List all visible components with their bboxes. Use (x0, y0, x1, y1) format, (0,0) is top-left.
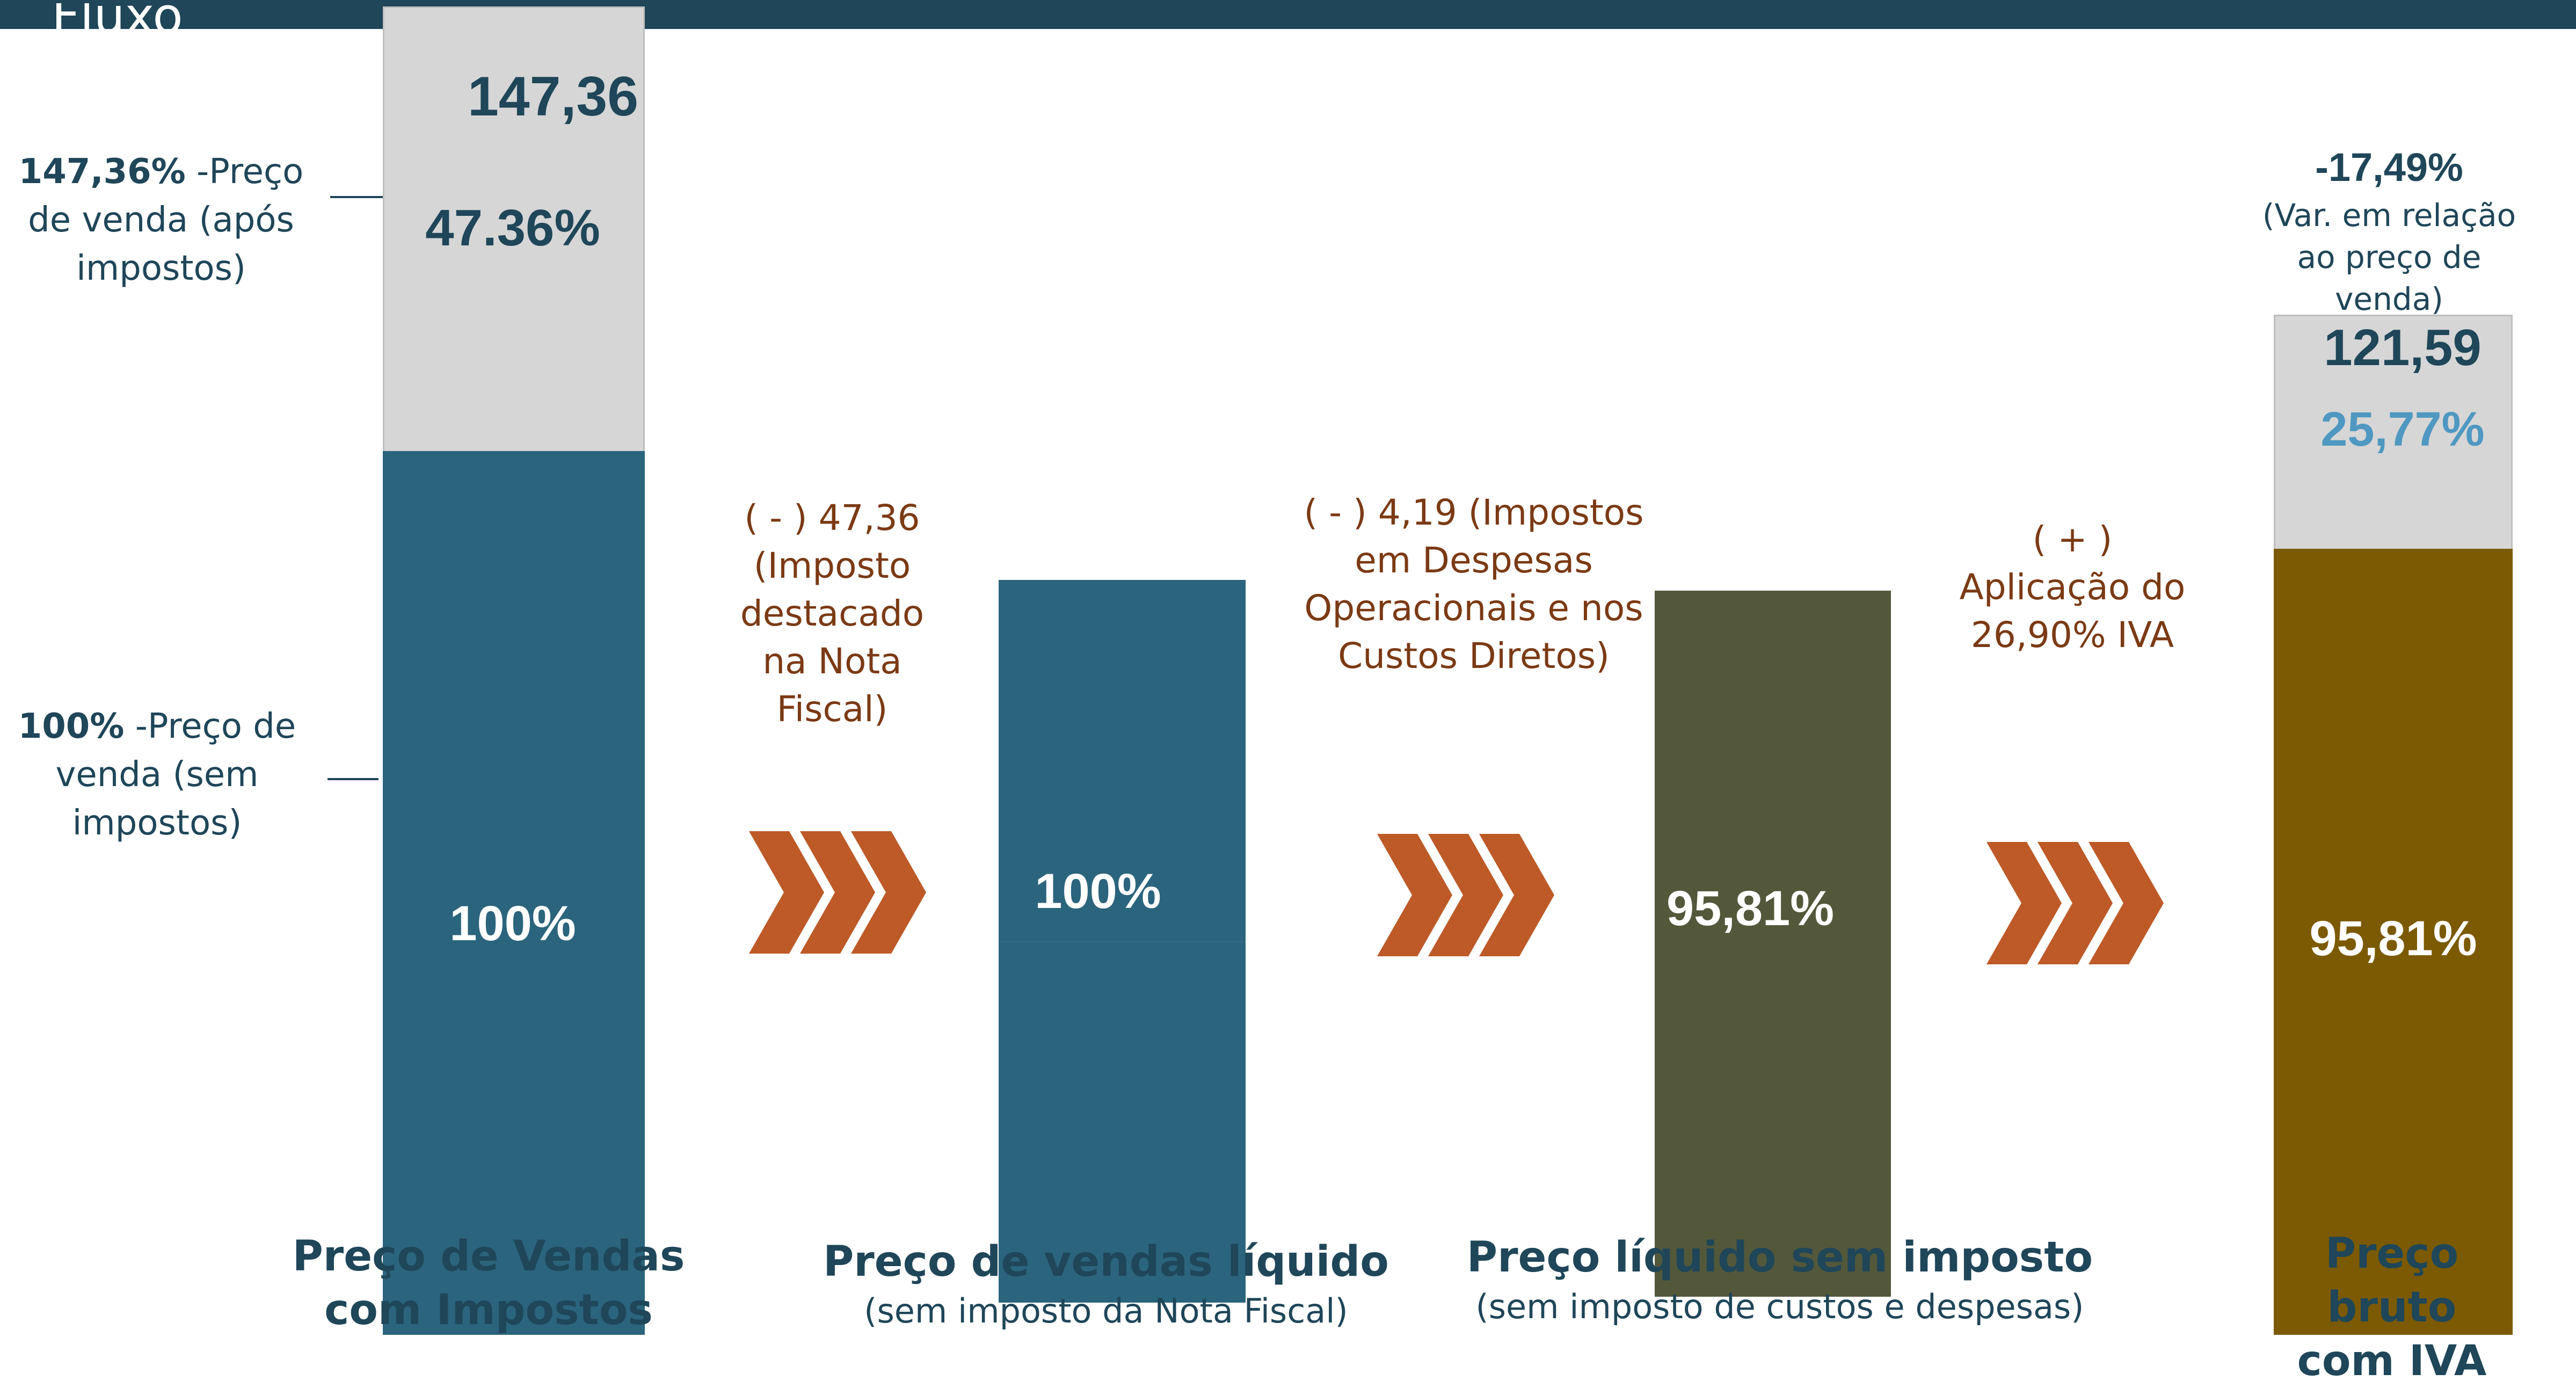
bar-3-base (1655, 591, 1891, 1297)
chevron-1-segment-3 (851, 831, 926, 954)
page-title: Fluxo (52, 3, 183, 29)
side-label-no-taxes-value: 100% (18, 707, 125, 746)
bar-4-top (2274, 315, 2513, 549)
chevron-arrow-icon-1 (749, 831, 926, 954)
side-label-no-taxes: 100% -Preço de venda (sem impostos) (11, 702, 303, 847)
bar-2-divider (999, 941, 1246, 942)
bar-4-base (2274, 549, 2513, 1335)
category-label-3: Preço líquido sem imposto (sem imposto d… (1417, 1231, 2142, 1329)
step-annotation-3: ( + ) Aplicação do 26,90% IVA (1922, 515, 2223, 659)
chevron-2-segment-1 (1377, 834, 1452, 956)
bar-1-base-label: 100% (449, 896, 576, 951)
bar-1-base (383, 451, 645, 1335)
side-label-after-taxes-value: 147,36% (18, 152, 186, 192)
side-label-after-taxes: 147,36% -Preço de venda (após impostos) (11, 148, 311, 293)
step-annotation-2-text: ( - ) 4,19 (Impostos em Despesas Operaci… (1304, 492, 1644, 677)
chevron-arrow-icon-2 (1377, 834, 1554, 956)
chevron-2-segment-2 (1428, 834, 1503, 956)
chevron-2-segment-3 (1479, 834, 1554, 956)
category-label-2: Preço de vendas líquido (sem imposto da … (805, 1235, 1407, 1334)
bar-1-value-label: 147,36 (467, 66, 639, 128)
bar-4-top-label: 25,77% (2320, 403, 2485, 456)
side-label-after-taxes-text: -Preço de venda (após impostos) (28, 152, 304, 288)
step-annotation-3-text: ( + ) Aplicação do 26,90% IVA (1959, 519, 2186, 656)
bar-1-top (383, 6, 645, 451)
bar-1-top-label: 47.36% (425, 199, 600, 257)
category-label-1-title: Preço de Vendas com Impostos (292, 1232, 685, 1334)
variation-note: (Var. em relação ao preço de venda) (2262, 197, 2516, 317)
chevron-3-segment-1 (1986, 842, 2062, 964)
category-label-2-subtitle: (sem imposto da Nota Fiscal) (864, 1291, 1348, 1331)
chevron-3-segment-3 (2089, 842, 2164, 964)
step-annotation-2: ( - ) 4,19 (Impostos em Despesas Operaci… (1278, 489, 1670, 680)
chevron-3-segment-2 (2037, 842, 2113, 964)
bar-4-base-label: 95,81% (2309, 911, 2477, 966)
category-label-3-title: Preço líquido sem imposto (1466, 1233, 2093, 1282)
category-label-1: Preço de Vendas com Impostos (242, 1230, 736, 1337)
step-annotation-1-text: ( - ) 47,36 (Imposto destacado na Nota F… (740, 497, 925, 730)
chevron-1-segment-1 (749, 831, 824, 954)
category-label-4: Preço bruto com IVA (2223, 1227, 2561, 1388)
category-label-3-subtitle: (sem imposto de custos e despesas) (1475, 1287, 2084, 1326)
step-annotation-1: ( - ) 47,36 (Imposto destacado na Nota F… (698, 494, 966, 733)
chevron-1-segment-2 (800, 831, 875, 954)
variation-value: -17,49% (2315, 145, 2463, 190)
bar-2-base-label: 100% (1035, 864, 1161, 919)
bar-4-value-label: 121,59 (2324, 319, 2482, 376)
side-leader-upper (330, 196, 384, 198)
side-leader-lower (328, 778, 379, 780)
category-label-2-title: Preço de vendas líquido (823, 1238, 1389, 1286)
bar-3-base-label: 95,81% (1666, 881, 1835, 936)
category-label-4-title: Preço bruto com IVA (2297, 1230, 2487, 1385)
chevron-arrow-icon-3 (1986, 842, 2164, 964)
side-label-no-taxes-text: -Preço de venda (sem impostos) (55, 707, 296, 843)
